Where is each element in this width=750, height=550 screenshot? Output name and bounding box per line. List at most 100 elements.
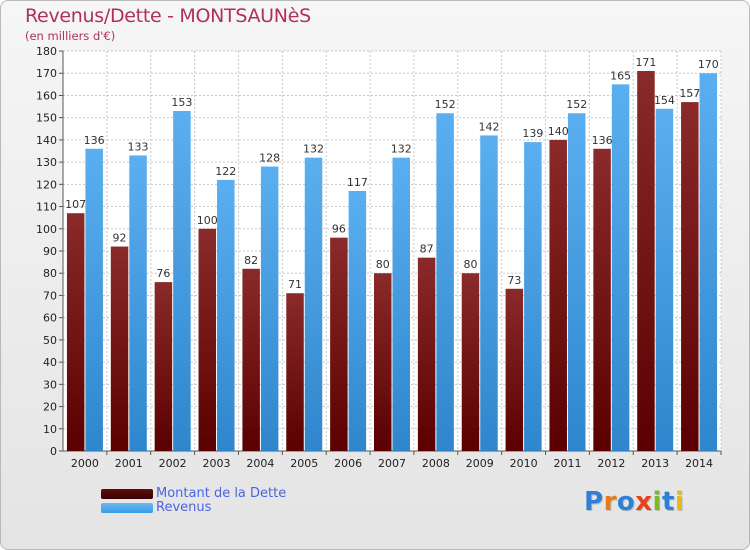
bar-revenus	[567, 113, 586, 451]
y-tick-label: 40	[43, 356, 57, 369]
x-tick-label: 2011	[553, 457, 581, 470]
y-tick-label: 50	[43, 334, 57, 347]
y-tick-label: 180	[36, 45, 57, 58]
bar-dette	[417, 257, 436, 451]
bar-revenus	[348, 191, 367, 451]
bar-dette	[198, 228, 217, 451]
bar-dette	[461, 273, 480, 451]
data-label: 136	[592, 134, 613, 147]
data-label: 80	[376, 258, 390, 271]
bar-revenus	[129, 155, 147, 451]
data-label: 107	[65, 198, 86, 211]
bar-revenus	[260, 166, 279, 452]
bar-dette	[242, 268, 260, 451]
bar-revenus	[85, 148, 103, 451]
bar-revenus	[655, 108, 674, 452]
x-tick-label: 2000	[71, 457, 99, 470]
data-label: 153	[171, 96, 192, 109]
logo-letter: o	[616, 487, 636, 517]
logo-letter: P	[584, 487, 604, 517]
legend-swatch-revenus	[101, 503, 153, 513]
bar-dette	[330, 237, 348, 451]
bar-dette	[681, 102, 699, 451]
x-tick-label: 2013	[641, 457, 669, 470]
legend-label-revenus: Revenus	[156, 500, 212, 515]
data-label: 82	[244, 254, 258, 267]
x-tick-label: 2014	[685, 457, 713, 470]
data-label: 152	[566, 98, 587, 111]
y-tick-label: 70	[43, 289, 57, 302]
x-tick-label: 2007	[378, 457, 406, 470]
logo-letter: i	[652, 487, 662, 517]
data-label: 132	[391, 143, 412, 156]
chart-subtitle: (en milliers d'€)	[25, 29, 116, 43]
x-tick-label: 2008	[422, 457, 450, 470]
data-label: 133	[128, 140, 149, 153]
legend-label-debt: Montant de la Dette	[156, 486, 287, 501]
bar-dette	[637, 71, 655, 451]
bar-revenus	[436, 113, 454, 451]
data-label: 170	[698, 58, 719, 71]
data-label: 165	[610, 69, 631, 82]
y-tick-label: 80	[43, 267, 57, 280]
bar-dette	[593, 148, 611, 451]
data-label: 157	[679, 87, 700, 100]
bar-revenus	[217, 179, 235, 451]
bars	[66, 71, 718, 452]
bar-dette	[374, 273, 392, 451]
bar-dette	[549, 139, 567, 451]
data-label: 142	[478, 120, 499, 133]
x-tick-label: 2002	[159, 457, 187, 470]
data-labels: 107 136 92 133 76 153 100 122 82 128 71 132 96 117 80 1…	[65, 56, 719, 291]
legend-swatch-debt	[101, 489, 153, 499]
data-label: 154	[654, 94, 675, 107]
x-tick-label: 2005	[290, 457, 318, 470]
chart-title: Revenus/Dette - MONTSAUNèS	[25, 5, 311, 27]
data-label: 92	[113, 232, 127, 245]
data-label: 117	[347, 176, 368, 189]
data-label: 71	[288, 278, 302, 291]
data-label: 136	[84, 134, 105, 147]
x-tick-label: 2001	[115, 457, 143, 470]
data-label: 152	[435, 98, 456, 111]
bar-revenus	[699, 73, 718, 451]
y-tick-label: 140	[36, 134, 57, 147]
data-label: 76	[156, 267, 170, 280]
y-tick-label: 150	[36, 112, 57, 125]
data-label: 73	[507, 274, 521, 287]
y-tick-label: 20	[43, 401, 57, 414]
x-tick-label: 2004	[246, 457, 274, 470]
data-label: 80	[463, 258, 477, 271]
grid	[62, 50, 722, 452]
bar-dette	[154, 282, 173, 451]
bar-revenus	[173, 111, 191, 451]
y-tick-label: 160	[36, 89, 57, 102]
bar-revenus	[524, 142, 542, 451]
x-tick-label: 2003	[203, 457, 231, 470]
x-tick-label: 2009	[466, 457, 494, 470]
data-label: 140	[548, 125, 569, 138]
bar-dette	[505, 288, 524, 451]
data-label: 96	[332, 223, 346, 236]
y-tick-label: 110	[36, 201, 57, 214]
data-label: 128	[259, 152, 280, 165]
bar-revenus	[611, 84, 630, 451]
bar-revenus	[304, 157, 323, 451]
data-label: 171	[635, 56, 656, 69]
logo-letter: t	[661, 487, 675, 517]
logo-letter: i	[674, 487, 685, 517]
y-tick-label: 60	[43, 312, 57, 325]
y-tick-label: 120	[36, 178, 57, 191]
data-label: 87	[420, 243, 434, 256]
logo-letter: r	[603, 487, 617, 517]
y-tick-label: 30	[43, 378, 57, 391]
data-label: 139	[522, 127, 543, 140]
bar-dette	[110, 246, 129, 451]
y-tick-label: 90	[43, 245, 57, 258]
y-tick-label: 100	[36, 223, 57, 236]
x-tick-label: 2012	[597, 457, 625, 470]
x-tick-label: 2006	[334, 457, 362, 470]
data-label: 122	[215, 165, 236, 178]
